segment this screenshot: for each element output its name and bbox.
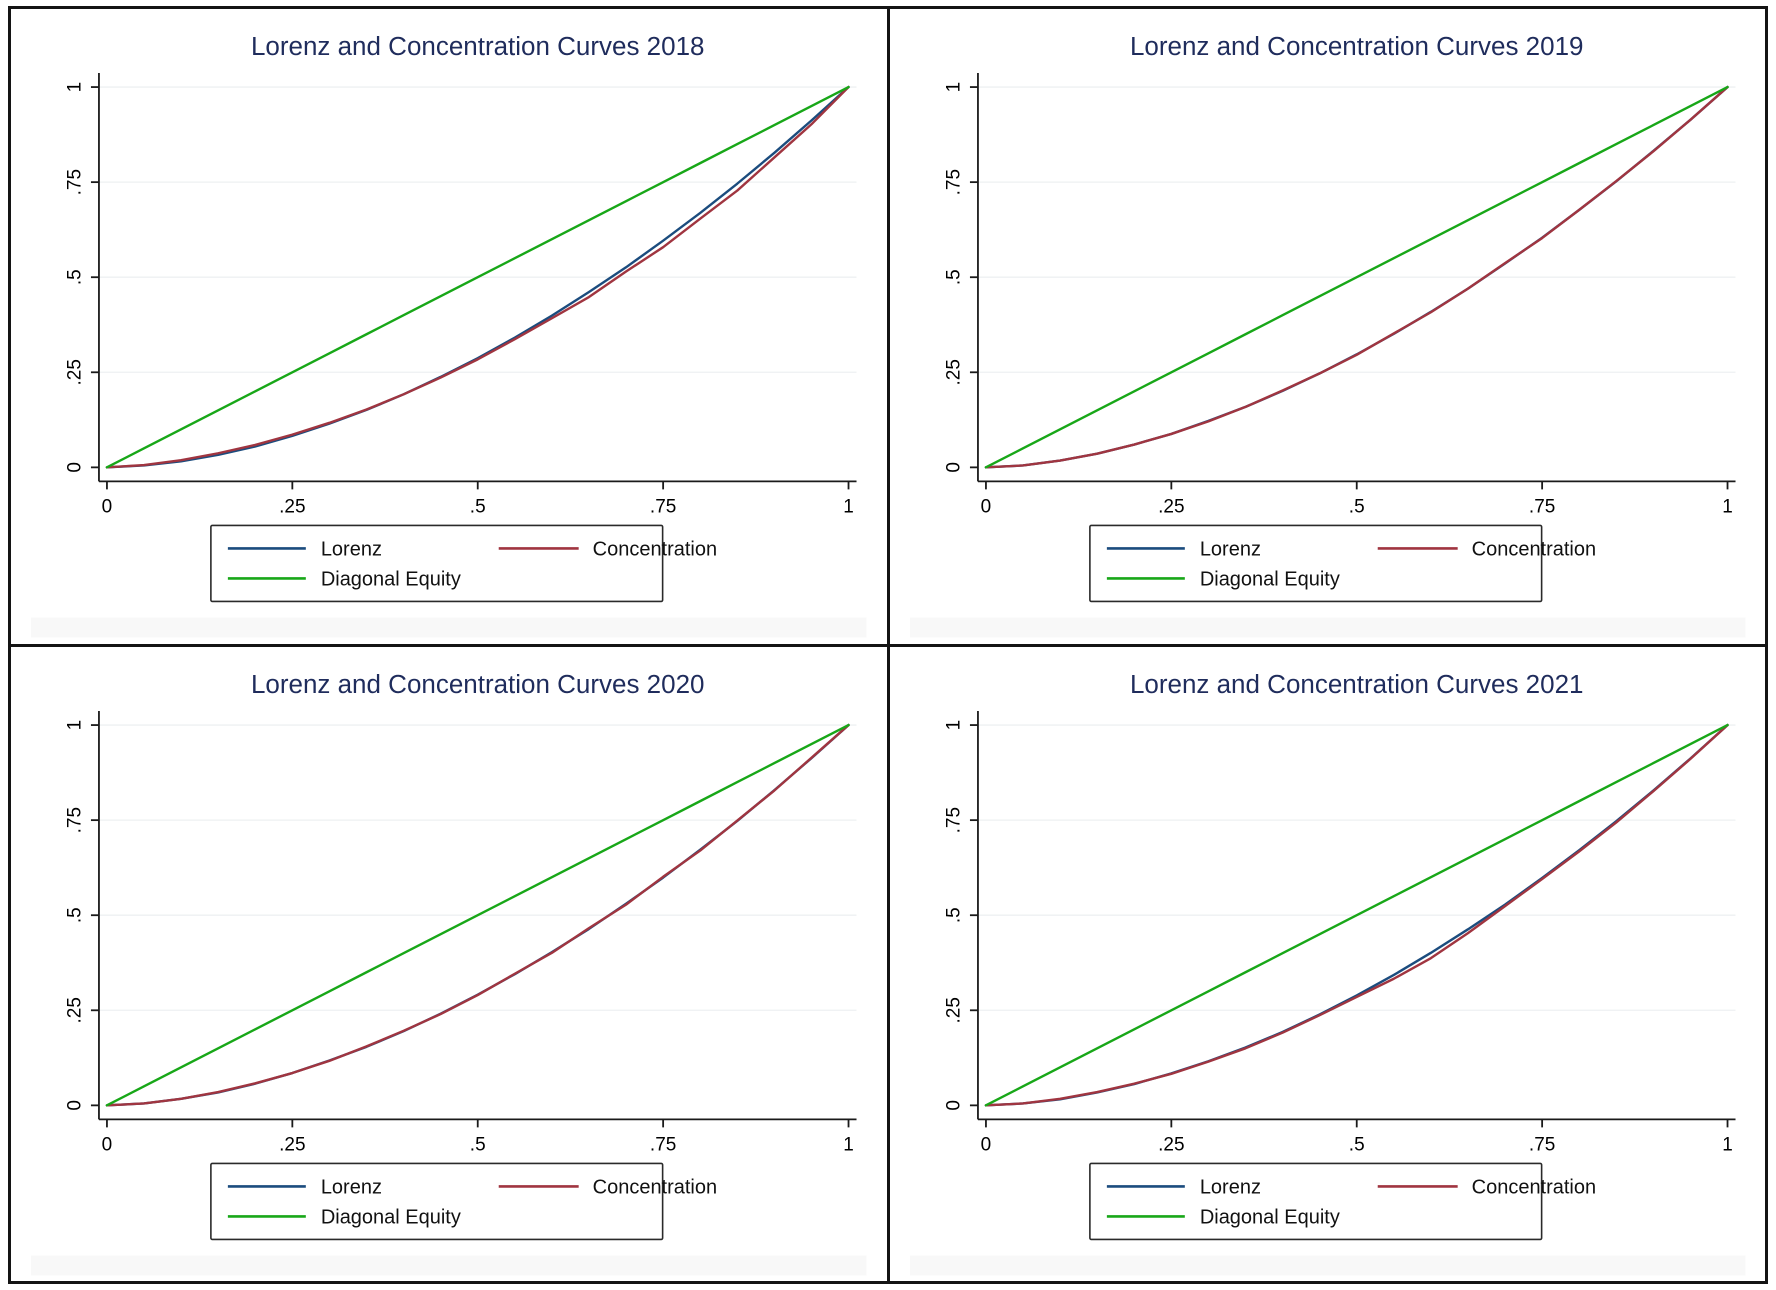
panel-title-2020: Lorenz and Concentration Curves 2020 [251,669,705,699]
x-tick-label: .5 [470,496,486,517]
artifact-band [30,617,867,638]
chart-2021: Lorenz and Concentration Curves 2021 0 .2… [909,669,1746,1275]
x-tick-label: 1 [1722,1134,1733,1155]
panel-2021: Lorenz and Concentration Curves 2021 0 .2… [889,646,1765,1281]
y-tick-label: .5 [943,907,964,923]
legend-label-lorenz: Lorenz [321,1176,382,1198]
panel-2019: Lorenz and Concentration Curves 2019 0 .2… [889,9,1765,644]
concentration-curve [984,85,1729,469]
x-tick-label: .5 [1348,1134,1364,1155]
artifact-band [909,1254,1746,1275]
legend-label-lorenz: Lorenz [1199,1176,1260,1198]
y-tick-label: 0 [65,462,86,473]
diagonal-equity-curve [984,85,1729,469]
figure-frame: Lorenz and Concentration Curves 2018 0 .2… [8,6,1768,1284]
legend-label-lorenz: Lorenz [321,538,382,560]
legend-label-diagonal: Diagonal Equity [1199,568,1339,590]
legend-label-concentration: Concentration [1471,1176,1595,1198]
y-tick-label: .5 [65,907,86,923]
chart-2019: Lorenz and Concentration Curves 2019 0 .2… [909,31,1746,638]
y-tick-label: .5 [65,269,86,285]
legend-box [210,524,664,603]
y-tick-label: 1 [65,82,86,93]
artifact-band [30,1254,867,1275]
x-tick-label: .5 [470,1134,486,1155]
legend-label-concentration: Concentration [593,538,717,560]
y-tick-label: .25 [943,997,964,1023]
y-tick-label: 1 [65,719,86,730]
x-tick-label: .75 [1528,496,1554,517]
concentration-curve [105,85,850,469]
x-tick-label: 1 [843,496,854,517]
x-tick-label: .25 [279,496,305,517]
legend-label-diagonal: Diagonal Equity [1199,1206,1339,1228]
panel-2020: Lorenz and Concentration Curves 2020 0 .2… [11,646,887,1281]
y-tick-label: .75 [943,169,964,195]
legend-box [1088,524,1542,603]
legend-label-diagonal: Diagonal Equity [321,568,461,590]
panel-title-2019: Lorenz and Concentration Curves 2019 [1129,31,1583,61]
legend-label-diagonal: Diagonal Equity [321,1206,461,1228]
x-tick-label: .25 [279,1134,305,1155]
panel-title-2021: Lorenz and Concentration Curves 2021 [1129,669,1583,699]
y-tick-label: 0 [943,462,964,473]
legend-box [210,1162,664,1240]
legend-box [1088,1162,1542,1240]
chart-2018: Lorenz and Concentration Curves 2018 0 .2… [30,31,867,638]
x-tick-label: .25 [1158,496,1184,517]
x-tick-label: 0 [102,1134,113,1155]
concentration-curve [984,723,1729,1107]
panel-2018: Lorenz and Concentration Curves 2018 0 .2… [11,9,887,644]
y-tick-label: .25 [943,359,964,385]
diagonal-equity-curve [105,723,850,1107]
legend-label-concentration: Concentration [593,1176,717,1198]
legend-label-concentration: Concentration [1471,538,1595,560]
x-tick-label: 0 [102,496,113,517]
x-tick-label: .75 [1528,1134,1554,1155]
x-tick-label: 1 [1722,496,1733,517]
x-tick-label: .25 [1158,1134,1184,1155]
x-tick-label: 0 [980,1134,991,1155]
y-tick-label: .25 [65,997,86,1023]
y-tick-label: .5 [943,269,964,285]
x-tick-label: 1 [843,1134,854,1155]
artifact-band [909,617,1746,638]
y-tick-label: 0 [65,1100,86,1111]
y-tick-label: 1 [943,719,964,730]
diagonal-equity-curve [984,723,1729,1107]
y-tick-label: 0 [943,1100,964,1111]
x-tick-label: .5 [1348,496,1364,517]
diagonal-equity-curve [105,85,850,469]
x-tick-label: .75 [650,496,676,517]
y-tick-label: .75 [65,169,86,195]
y-tick-label: .25 [65,359,86,385]
chart-2020: Lorenz and Concentration Curves 2020 0 .2… [30,669,867,1275]
y-tick-label: 1 [943,82,964,93]
y-tick-label: .75 [65,806,86,832]
y-tick-label: .75 [943,806,964,832]
x-tick-label: .75 [650,1134,676,1155]
legend-label-lorenz: Lorenz [1199,538,1260,560]
x-tick-label: 0 [980,496,991,517]
panel-title-2018: Lorenz and Concentration Curves 2018 [251,31,705,61]
concentration-curve [105,723,850,1107]
